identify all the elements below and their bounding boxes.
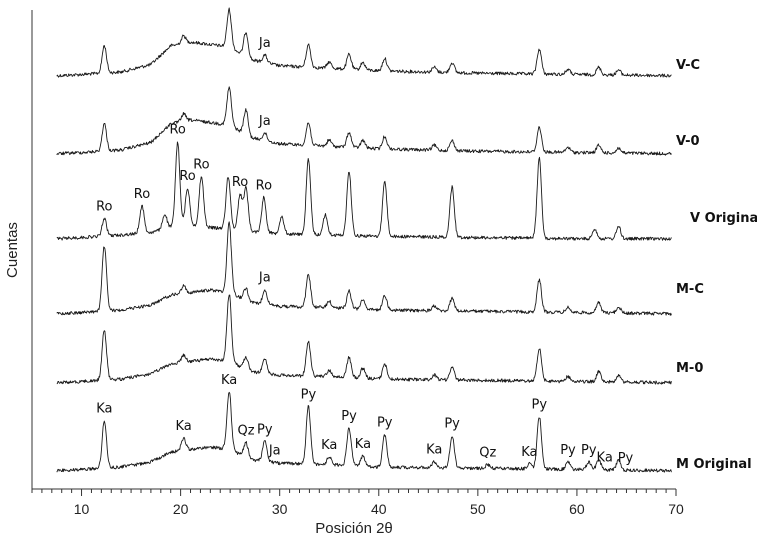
peak-label: Ja [268, 444, 281, 459]
trace-m-original [56, 391, 672, 473]
peak-label: Ro [256, 178, 272, 193]
peak-label: Ja [258, 270, 271, 285]
y-axis-title: Cuentas [4, 222, 21, 278]
peak-label: Ja [258, 114, 271, 129]
peak-label: Py [581, 443, 597, 458]
peak-label: Ro [169, 123, 185, 138]
peak-label: Py [301, 387, 317, 402]
trace-v-c [56, 7, 672, 78]
series-label: V-0 [676, 134, 700, 149]
peak-label: Py [444, 416, 460, 431]
series-label: V Original [690, 211, 757, 226]
peak-label: Ka [96, 402, 112, 417]
peak-label: Ro [179, 169, 195, 184]
x-tick-label: 70 [668, 501, 684, 517]
peak-label: Ka [221, 373, 237, 388]
peak-label: Ro [96, 200, 112, 215]
trace-m-c [56, 221, 672, 316]
series-label: M-0 [676, 361, 703, 376]
trace-v-0 [56, 86, 672, 156]
peak-label: Ja [258, 36, 271, 51]
peak-label: Py [341, 409, 357, 424]
x-tick-label: 30 [272, 501, 288, 517]
peak-label: Py [532, 398, 548, 413]
diffraction-traces [56, 7, 672, 473]
peak-label: Ro [232, 175, 248, 190]
peak-label: Py [257, 422, 273, 437]
peak-label: Ka [521, 445, 537, 460]
peak-label: Py [377, 416, 393, 431]
peak-label: Ka [597, 451, 613, 466]
x-tick-label: 40 [371, 501, 387, 517]
series-label: M-C [676, 282, 704, 297]
series-label: M Original [676, 457, 752, 472]
x-tick-label: 60 [569, 501, 585, 517]
x-tick-label: 50 [470, 501, 486, 517]
peak-label: Py [560, 443, 576, 458]
peak-label: Ro [134, 187, 150, 202]
axes: 10 20 30 40 50 60 70 Posición 2θ Cuentas [4, 10, 684, 537]
trace-m-0 [56, 294, 672, 385]
peak-label: Ka [175, 419, 191, 434]
peak-label: Ka [355, 437, 371, 452]
peak-label: Ro [193, 157, 209, 172]
peak-label: Ka [426, 442, 442, 457]
peak-label: Qz [237, 424, 254, 439]
peak-label: Py [618, 451, 634, 466]
peak-label: Ka [321, 438, 337, 453]
x-axis-title: Posición 2θ [315, 520, 393, 537]
x-tick-label: 10 [74, 501, 90, 517]
x-tick-label: 20 [173, 501, 189, 517]
peak-label: Qz [479, 446, 496, 461]
trace-v-original [56, 141, 672, 241]
series-label: V-C [676, 58, 700, 73]
x-tick-labels: 10 20 30 40 50 60 70 [74, 501, 684, 517]
x-ticks [31, 489, 677, 496]
series-names: V-C V-0 V Original M-C M-0 M Original [676, 58, 757, 472]
